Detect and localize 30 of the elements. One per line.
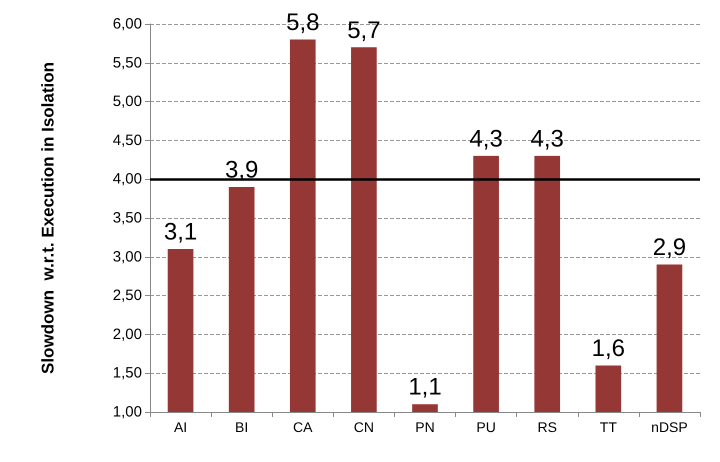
x-tick-label: CA (293, 419, 314, 435)
y-tick-label: 3,50 (112, 210, 142, 226)
data-label: 4,3 (530, 125, 564, 152)
x-tick-label: RS (537, 419, 557, 435)
data-label: 5,7 (347, 16, 381, 44)
data-label: 3,9 (224, 156, 258, 184)
y-tick-label: 3,00 (112, 248, 142, 266)
y-tick-label: 2,50 (112, 287, 142, 304)
y-axis-title: Slowdown w.r.t. Execution in Isolation (38, 62, 58, 374)
data-label: 3,1 (164, 218, 198, 246)
x-tick-label: CN (354, 419, 374, 435)
data-label: 4,3 (469, 125, 503, 152)
y-tick-label: 1,00 (112, 404, 142, 420)
x-tick-label: PN (415, 419, 435, 435)
y-tick-label: 5,00 (112, 93, 142, 110)
y-tick-label: 5,50 (112, 54, 142, 72)
y-tick-label: 4,00 (112, 170, 142, 188)
y-tick-label: 6,00 (112, 16, 142, 32)
x-tick-label: TT (600, 419, 618, 435)
x-tick-label: PU (476, 419, 496, 435)
x-tick-label: nDSP (651, 419, 688, 435)
data-label: 2,9 (652, 234, 686, 262)
y-tick-label: 1,50 (112, 364, 142, 382)
y-tick-label: 4,50 (112, 132, 142, 149)
y-tick-label: 2,00 (112, 326, 142, 343)
data-label: 5,8 (286, 9, 320, 36)
data-label: 1,6 (592, 334, 626, 362)
x-tick-label: AI (174, 419, 188, 435)
data-label: 1,1 (408, 374, 442, 401)
x-tick-label: BI (235, 419, 248, 435)
